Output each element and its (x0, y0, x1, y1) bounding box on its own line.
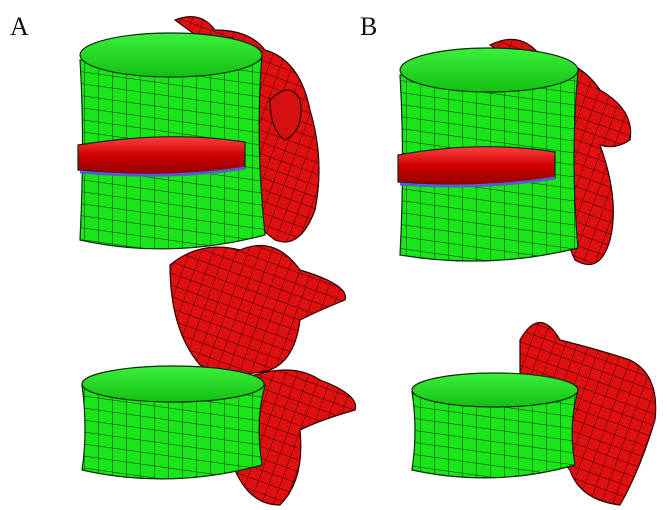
panel-label: B (360, 12, 377, 41)
vertebral-body (78, 33, 265, 249)
vertebral-body (82, 366, 265, 479)
spine-models: A B (0, 0, 667, 510)
vertebral-body (398, 48, 578, 261)
panel-label: A (10, 12, 29, 41)
figure: A B (0, 0, 667, 510)
vertebral-body (412, 373, 578, 478)
